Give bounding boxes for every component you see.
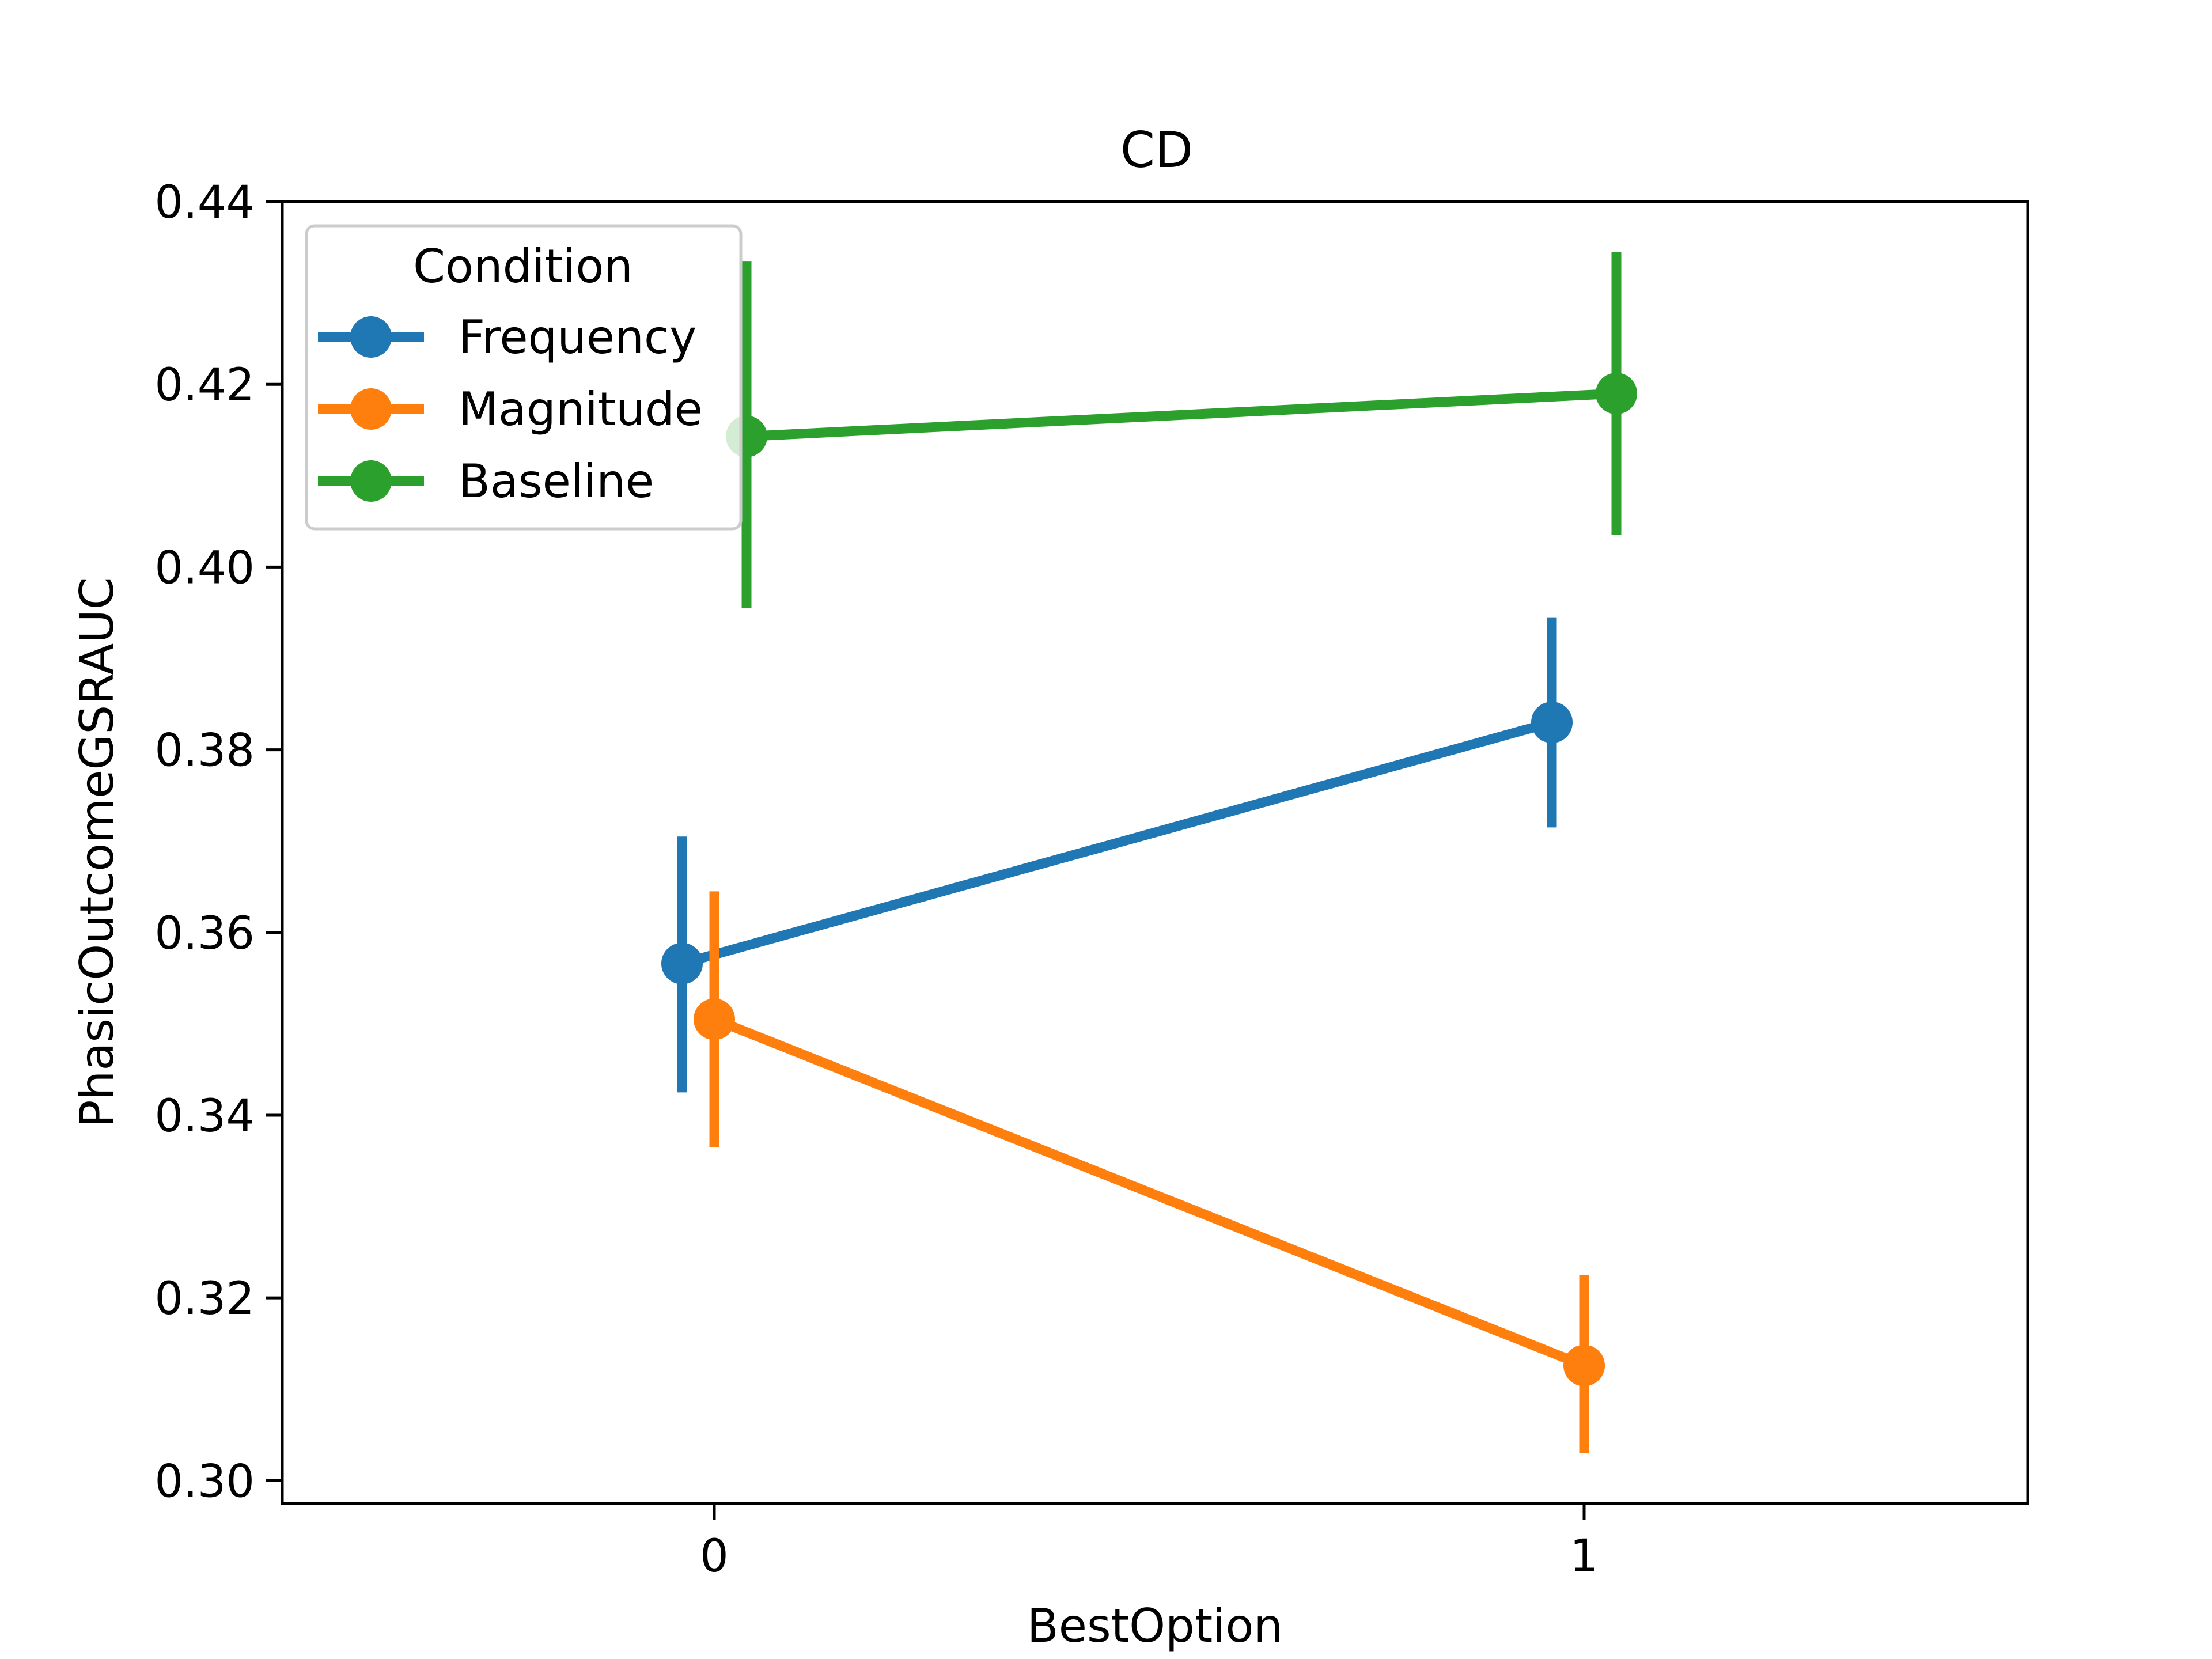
plot-area <box>661 252 1637 1453</box>
y-tick-label: 0.30 <box>154 1456 255 1508</box>
legend-marker <box>350 460 392 502</box>
y-tick-label: 0.38 <box>154 725 255 777</box>
chart-title: CD <box>1120 122 1193 179</box>
y-tick-label: 0.32 <box>154 1273 255 1325</box>
series-line <box>746 388 1617 442</box>
data-point <box>1531 702 1573 743</box>
legend-entry-frequency: Frequency <box>318 310 696 364</box>
legend-label: Magnitude <box>459 382 703 436</box>
y-tick-label: 0.36 <box>154 908 255 960</box>
y-tick-label: 0.42 <box>154 359 255 411</box>
series-frequency <box>661 617 1573 1093</box>
series-line <box>712 1014 1586 1370</box>
legend-entries: Frequency Magnitude Baseline <box>318 310 703 508</box>
y-tick-label: 0.44 <box>154 177 255 229</box>
y-axis-label: PhasicOutcomeGSRAUC <box>70 577 124 1127</box>
x-axis-label: BestOption <box>1027 1599 1283 1653</box>
legend-label: Baseline <box>459 454 654 508</box>
legend-entry-magnitude: Magnitude <box>318 382 703 436</box>
legend-marker <box>350 316 392 358</box>
series-baseline <box>726 252 1637 608</box>
legend-marker <box>350 388 392 430</box>
data-point <box>1563 1344 1605 1387</box>
legend-title: Condition <box>413 240 633 293</box>
data-point <box>694 998 735 1040</box>
legend-box <box>305 224 743 531</box>
axes-frame <box>281 200 2029 1505</box>
y-tick-label: 0.40 <box>154 542 255 594</box>
x-tick-label: 1 <box>1570 1531 1599 1582</box>
data-point <box>1596 373 1637 415</box>
legend-label: Frequency <box>459 310 696 364</box>
legend: Condition Frequency Magnitude Baseline <box>305 224 743 531</box>
legend-entry-baseline: Baseline <box>318 454 654 508</box>
y-tick-label: 0.34 <box>154 1090 255 1142</box>
axes: 0.30 0.32 0.34 0.36 0.38 0.40 0.42 0.44 0 1 <box>154 177 1598 1582</box>
data-point <box>661 942 703 984</box>
x-tick-label: 0 <box>700 1531 729 1582</box>
series-magnitude <box>694 891 1605 1453</box>
series-line <box>680 717 1554 968</box>
